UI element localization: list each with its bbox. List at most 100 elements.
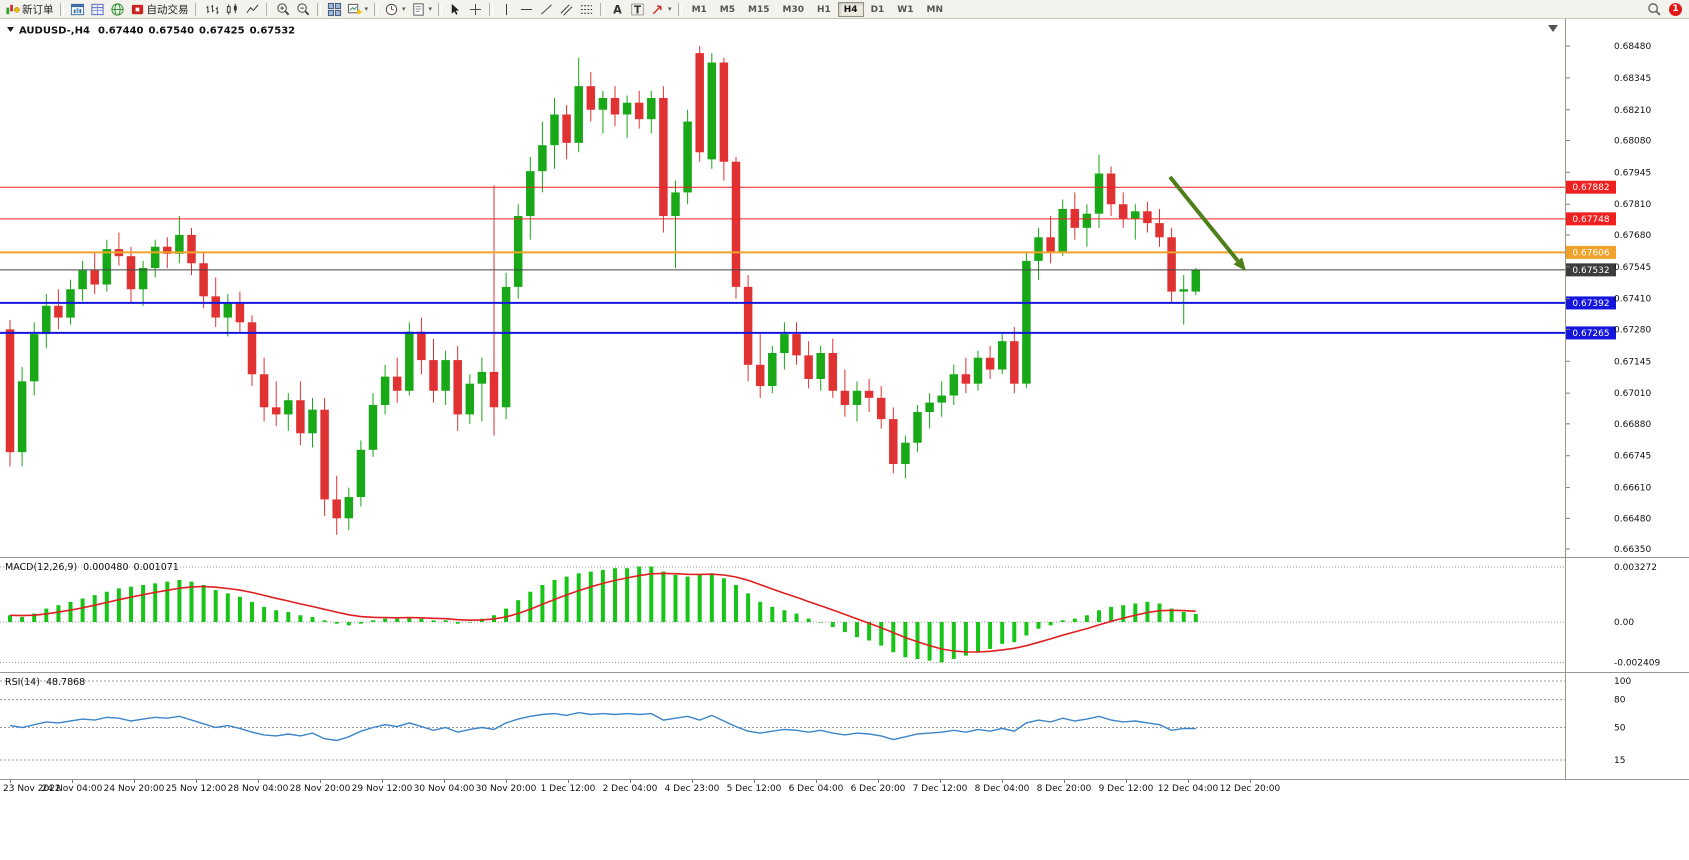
rsi-line-path [10,713,1196,741]
candle [1131,211,1140,218]
candle [695,53,704,152]
candlestick-button[interactable] [223,1,242,17]
crosshair-button[interactable] [466,1,485,17]
macd-bar [311,617,315,622]
price-level-tag-label: 0.67748 [1572,215,1609,225]
text-button[interactable]: A [608,1,627,17]
arrows-button[interactable]: ▾ [648,1,674,17]
candle [6,329,15,452]
price-axis-label: 0.67010 [1614,389,1651,399]
new-order-button[interactable]: 新订单 [3,1,56,17]
chart-low: 0.67425 [199,26,245,37]
macd-bar [1182,612,1186,622]
candle [732,162,741,287]
toolbar-separator [600,3,604,16]
search-icon [1647,2,1662,17]
macd-bar [649,567,653,622]
svg-text:T: T [634,4,641,16]
channel-icon [559,2,574,17]
arrow-annotation[interactable] [1170,177,1246,271]
charts-button[interactable] [68,1,87,17]
periods-button[interactable]: ▾ [382,1,408,17]
time-tick [940,780,941,783]
time-tick [444,780,445,783]
market-watch-button[interactable] [88,1,107,17]
macd-bar [44,609,48,622]
toolbar-separator [195,3,199,16]
candle [42,306,51,334]
tile-windows-button[interactable] [325,1,344,17]
macd-bar [746,593,750,622]
candle [357,450,366,497]
text-label-button[interactable]: T [628,1,647,17]
zoom-in-icon [276,2,291,17]
timeframe-h4[interactable]: H4 [838,2,864,17]
bar-chart-button[interactable] [203,1,222,17]
time-tick [816,780,817,783]
new-chart-button[interactable]: ▾ [345,1,371,17]
chart-shift-marker[interactable] [1548,25,1558,32]
candle [284,400,293,414]
timeframe-w1[interactable]: W1 [891,2,919,17]
macd-bar [456,622,460,624]
candle [151,247,160,268]
time-tick [692,780,693,783]
trendline-button[interactable] [537,1,556,17]
notification-badge[interactable]: 1 [1669,3,1682,16]
web-community-button[interactable] [108,1,127,17]
channel-button[interactable] [557,1,576,17]
candle [1046,237,1055,251]
horizontal-line-button[interactable] [517,1,536,17]
autotrading-button[interactable]: 自动交易 [128,1,191,17]
search-button[interactable] [1645,1,1664,17]
vertical-line-button[interactable] [497,1,516,17]
zoom-out-button[interactable] [294,1,313,17]
rsi-axis-label: 80 [1614,696,1626,706]
vertical-line-icon [499,2,514,17]
collapse-triangle-icon[interactable] [7,27,14,32]
price-axis-label: 0.66745 [1614,452,1651,462]
toolbar-separator [678,3,682,16]
candle [562,114,571,142]
price-level-tag-label: 0.67882 [1572,183,1609,193]
macd-bar [613,568,617,622]
macd-bar [553,580,557,622]
timeframe-mn[interactable]: MN [921,2,950,17]
macd-bar [589,572,593,622]
macd-bar [202,585,206,622]
price-axis-label: 0.68210 [1614,106,1651,116]
macd-bar [976,622,980,652]
rsi-axis-label: 15 [1614,756,1625,766]
macd-bar [807,619,811,622]
fibonacci-button[interactable] [577,1,596,17]
timeframe-m5[interactable]: M5 [714,2,741,17]
candle [466,384,475,415]
candle [1119,204,1128,218]
line-chart-button[interactable] [243,1,262,17]
timeframe-d1[interactable]: D1 [865,2,891,17]
charts-icon [70,2,85,17]
timeframe-m15[interactable]: M15 [742,2,775,17]
macd-bar [226,593,230,622]
timeframe-m30[interactable]: M30 [776,2,809,17]
macd-bar [105,592,109,622]
candle [659,98,668,216]
timeframe-m1[interactable]: M1 [686,2,713,17]
chevron-down-icon: ▾ [668,5,672,13]
price-axis-label: 0.66880 [1614,420,1651,430]
zoom-out-icon [296,2,311,17]
candle [345,497,354,518]
price-axis-label: 0.67680 [1614,231,1651,241]
candle [1192,270,1201,292]
main-chart[interactable]: 0.678820.677480.676060.673920.672650.675… [0,19,1689,557]
templates-button[interactable]: ▾ [409,1,435,17]
time-tick [258,780,259,783]
cursor-button[interactable] [446,1,465,17]
rsi-axis-label: 50 [1614,724,1626,734]
macd-axis-label: 0.00 [1614,618,1634,628]
zoom-in-button[interactable] [274,1,293,17]
timeframe-h1[interactable]: H1 [811,2,837,17]
